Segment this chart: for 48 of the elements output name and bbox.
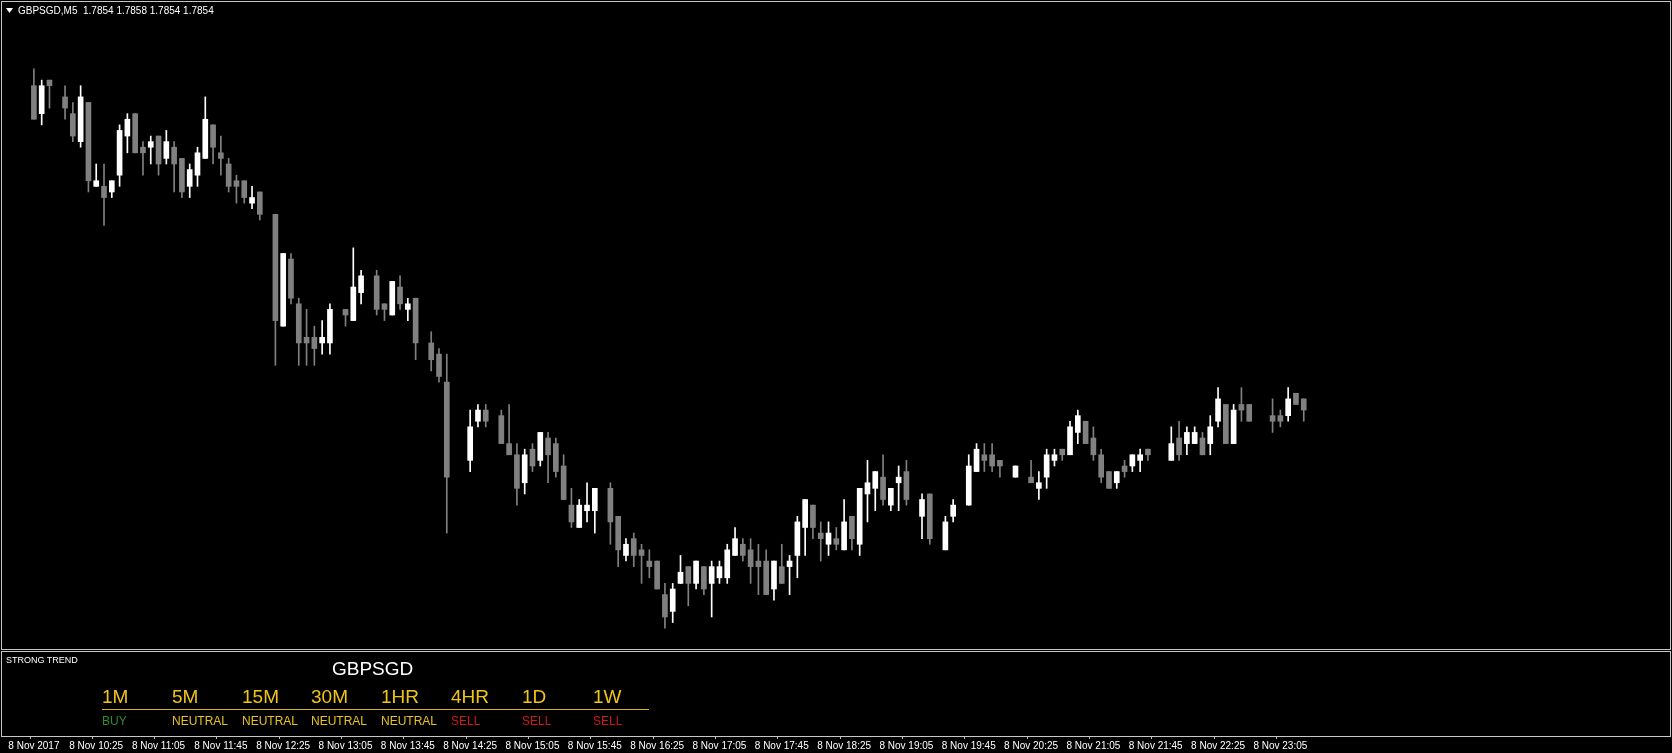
chart-title: GBPSGD,M5 1.7854 1.7858 1.7854 1.7854 [18, 5, 214, 16]
x-tick-label: 8 Nov 11:05 [131, 739, 186, 751]
category-label: 15M [242, 686, 279, 708]
category-label: 1W [593, 686, 622, 708]
category-label: 1M [102, 686, 129, 708]
x-tick-label: 8 Nov 15:45 [567, 739, 623, 751]
x-tick-label: 8 Nov 17:05 [692, 739, 747, 751]
text: BUY [102, 714, 127, 728]
x-tick-label: 8 Nov 14:25 [443, 739, 498, 751]
text: NEUTRAL [242, 714, 299, 728]
text: SELL [593, 714, 623, 728]
candlestick [319, 320, 325, 355]
candlestick [101, 163, 107, 226]
x-tick-label: 8 Nov 13:05 [318, 739, 373, 751]
candlestick [140, 141, 146, 176]
x-tick-label: 8 Nov 21:45 [1128, 739, 1184, 751]
x-tick-label: 8 Nov 11:45 [194, 739, 248, 751]
text: NEUTRAL [172, 714, 229, 728]
x-tick-label: 8 Nov 15:05 [505, 739, 560, 751]
x-tick-label: 8 Nov 22:25 [1191, 739, 1246, 751]
candlestick [218, 135, 224, 176]
x-tick-label: 8 Nov 17:45 [754, 739, 810, 751]
text: GBPSGD [332, 658, 414, 680]
candlestick [584, 482, 590, 523]
x-tick-label: 8 Nov 12:25 [256, 739, 311, 751]
candlestick [1036, 471, 1042, 500]
category-label: 4HR [451, 686, 490, 708]
x-tick-label: 8 Nov 19:05 [879, 739, 934, 751]
category-label: 1D [522, 686, 547, 708]
category-label: 30M [311, 686, 348, 708]
x-tick-label: 8 Nov 18:25 [817, 739, 872, 751]
x-tick-label: 8 Nov 10:25 [69, 739, 124, 751]
text: SELL [451, 714, 481, 728]
x-tick-label: 8 Nov 2017 [8, 739, 60, 751]
text: NEUTRAL [311, 714, 368, 728]
candlestick [817, 521, 824, 562]
x-tick-label: 8 Nov 16:25 [630, 739, 685, 751]
x-tick-label: 8 Nov 21:05 [1066, 739, 1121, 751]
x-tick-label: 8 Nov 13:45 [380, 739, 436, 751]
x-tick-label: 8 Nov 20:25 [1004, 739, 1059, 751]
x-tick-label: 8 Nov 19:45 [941, 739, 997, 751]
category-label: 1HR [381, 686, 420, 708]
candlestick [506, 404, 512, 456]
category-label: 5M [172, 686, 199, 708]
text: STRONG TREND [6, 655, 78, 665]
text: NEUTRAL [381, 714, 438, 728]
text: SELL [522, 714, 552, 728]
x-tick-label: 8 Nov 23:05 [1253, 739, 1308, 751]
